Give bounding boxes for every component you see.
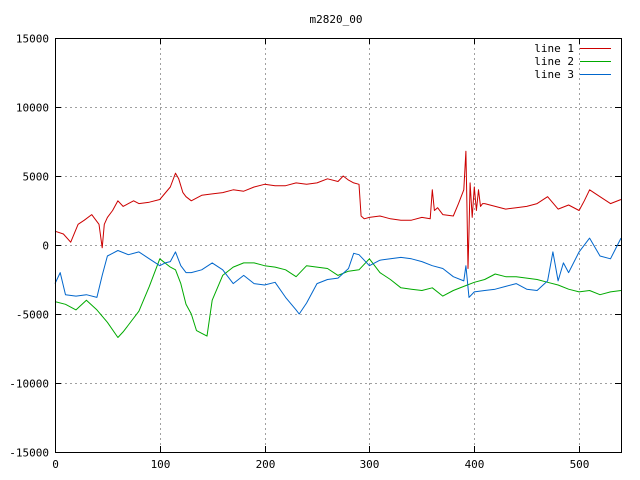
y-tick-label: -10000 (9, 378, 49, 391)
chart-title: m2820_00 (310, 13, 363, 26)
x-tick-label: 500 (570, 458, 590, 471)
series-line-1 (54, 150, 622, 269)
series-line-2 (54, 258, 622, 338)
series-group (54, 150, 622, 338)
axis-ticks: -15000 -10000 -5000 0 5000 10000 15000 0 100 200 3… (9, 33, 621, 471)
y-tick-label: 15000 (16, 33, 49, 46)
y-tick-label: 0 (42, 240, 49, 253)
y-tick-label: -15000 (9, 447, 49, 460)
x-tick-label: 0 (52, 458, 59, 471)
x-tick-label: 100 (151, 458, 171, 471)
legend-label: line 2 (534, 55, 574, 68)
plot-frame (55, 38, 622, 453)
y-tick-label: 10000 (16, 102, 49, 115)
x-tick-label: 400 (465, 458, 485, 471)
y-tick-label: 5000 (23, 171, 50, 184)
y-tick-label: -5000 (16, 309, 49, 322)
series-line-3 (54, 237, 622, 315)
x-tick-label: 300 (360, 458, 380, 471)
grid-lines (55, 38, 621, 452)
legend-label: line 3 (534, 68, 574, 81)
legend-label: line 1 (534, 42, 574, 55)
x-tick-label: 200 (256, 458, 276, 471)
